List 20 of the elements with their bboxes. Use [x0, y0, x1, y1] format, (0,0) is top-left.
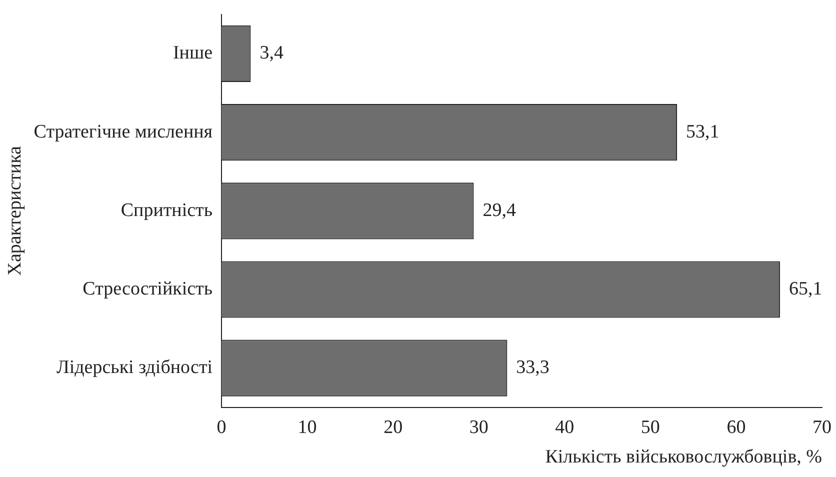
y-tick-label: Стресостійкість [82, 278, 213, 300]
data-label: 65,1 [788, 278, 822, 300]
y-tick-label: Інше [172, 42, 213, 64]
y-tick-label: Стратегічне мислення [34, 121, 213, 142]
data-label: 53,1 [686, 121, 720, 142]
x-tick-label: 50 [640, 416, 660, 438]
data-label: 3,4 [260, 42, 284, 64]
y-tick-label: Спритність [120, 200, 213, 221]
x-tick-label: 0 [216, 416, 226, 438]
y-tick-label: Лідерські здібності [56, 357, 213, 378]
data-label: 33,3 [516, 357, 550, 378]
x-tick-label: 30 [469, 416, 488, 438]
x-tick-label: 60 [726, 416, 746, 438]
x-tick-label: 70 [812, 416, 832, 438]
x-tick-label: 40 [555, 416, 574, 438]
y-axis-title: Характеристика [4, 145, 26, 276]
x-tick-label: 20 [384, 416, 403, 438]
x-tick-label: 10 [298, 416, 317, 438]
data-label: 29,4 [482, 200, 516, 221]
x-axis-title: Кількість військовослужбовців, % [545, 446, 822, 468]
